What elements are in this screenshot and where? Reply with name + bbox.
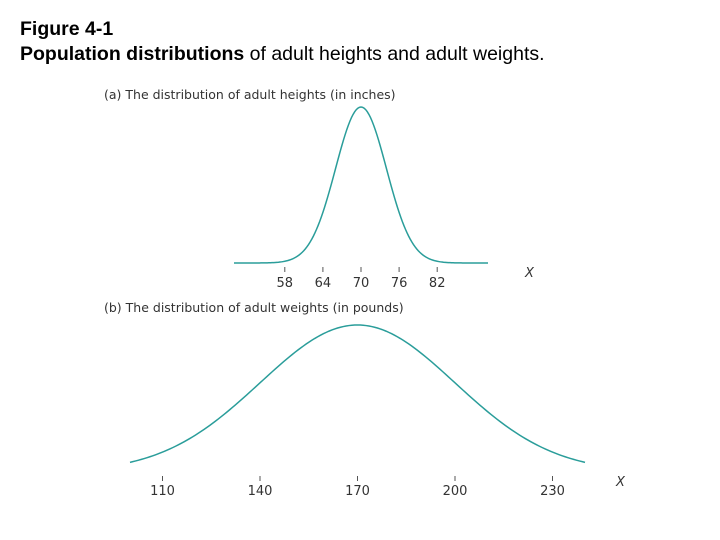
heights-x-variable: X <box>524 266 535 281</box>
weights-distribution-curve <box>129 324 586 464</box>
heights-tick-label: 70 <box>353 276 370 291</box>
weights-x-ticks: 110 140 170 200 230 <box>150 476 565 499</box>
heights-tick-label: 64 <box>315 276 332 291</box>
heights-tick-label: 58 <box>277 276 294 291</box>
weights-tick-label: 140 <box>248 484 273 499</box>
weights-tick-label: 200 <box>443 484 468 499</box>
panel-title-heights: (a) The distribution of adult heights (i… <box>104 87 396 102</box>
caption-bold: Population distributions <box>20 43 245 65</box>
figure-number: Figure 4-1 <box>20 18 114 40</box>
heights-tick-label: 76 <box>391 276 408 291</box>
caption-rest: of adult heights and adult weights. <box>244 43 545 65</box>
weights-tick-label: 110 <box>150 484 175 499</box>
heights-tick-label: 82 <box>429 276 446 291</box>
heights-distribution-curve <box>234 106 488 264</box>
weights-x-variable: X <box>615 475 626 490</box>
panel-weights: (b) The distribution of adult weights (i… <box>104 300 626 499</box>
weights-tick-label: 230 <box>540 484 565 499</box>
heights-x-ticks: 58 64 70 76 82 <box>277 267 446 291</box>
weights-tick-label: 170 <box>345 484 370 499</box>
panel-heights: (a) The distribution of adult heights (i… <box>104 87 535 291</box>
figure-caption: Figure 4-1 Population distributions of a… <box>20 17 545 67</box>
panel-title-weights: (b) The distribution of adult weights (i… <box>104 300 404 315</box>
